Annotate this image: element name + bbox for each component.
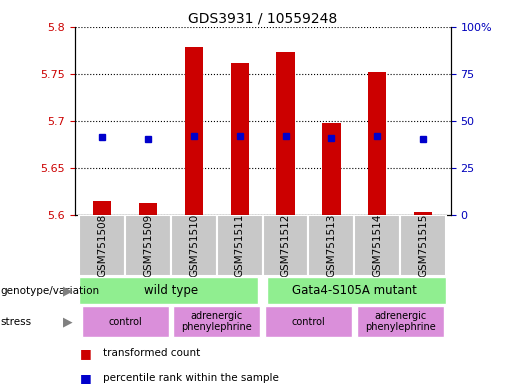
Text: GSM751512: GSM751512 (281, 214, 290, 278)
Bar (277, 52, 295, 215)
Text: adrenergic
phenylephrine: adrenergic phenylephrine (181, 311, 252, 333)
Bar (414, 212, 432, 215)
Text: GSM751513: GSM751513 (327, 214, 336, 278)
Bar (322, 123, 340, 215)
Text: GSM751509: GSM751509 (143, 214, 153, 277)
Bar (368, 72, 386, 215)
Text: ▶: ▶ (62, 285, 72, 297)
Text: stress: stress (0, 316, 31, 327)
FancyBboxPatch shape (308, 215, 354, 276)
Text: adrenergic
phenylephrine: adrenergic phenylephrine (365, 311, 436, 333)
FancyBboxPatch shape (79, 215, 125, 276)
Text: Gata4-S105A mutant: Gata4-S105A mutant (292, 285, 417, 297)
Text: GSM751508: GSM751508 (97, 214, 107, 277)
FancyBboxPatch shape (263, 215, 308, 276)
Text: GSM751511: GSM751511 (235, 214, 245, 278)
Title: GDS3931 / 10559248: GDS3931 / 10559248 (188, 12, 337, 26)
FancyBboxPatch shape (356, 306, 444, 337)
FancyBboxPatch shape (265, 306, 352, 337)
FancyBboxPatch shape (79, 277, 258, 305)
Text: ■: ■ (80, 372, 92, 384)
FancyBboxPatch shape (217, 215, 263, 276)
Text: control: control (108, 316, 142, 327)
FancyBboxPatch shape (354, 215, 400, 276)
Text: GSM751510: GSM751510 (189, 214, 199, 277)
FancyBboxPatch shape (173, 306, 261, 337)
Bar (185, 46, 203, 215)
Text: genotype/variation: genotype/variation (0, 286, 99, 296)
FancyBboxPatch shape (125, 215, 171, 276)
FancyBboxPatch shape (267, 277, 446, 305)
Text: ■: ■ (80, 347, 92, 360)
Bar (139, 203, 157, 215)
Text: GSM751515: GSM751515 (418, 214, 428, 278)
FancyBboxPatch shape (81, 306, 169, 337)
Text: wild type: wild type (144, 285, 198, 297)
Text: transformed count: transformed count (103, 348, 200, 358)
Bar (231, 63, 249, 215)
Text: ▶: ▶ (62, 315, 72, 328)
Text: GSM751514: GSM751514 (372, 214, 382, 278)
Bar (93, 201, 111, 215)
Text: percentile rank within the sample: percentile rank within the sample (103, 373, 279, 383)
Text: control: control (291, 316, 325, 327)
FancyBboxPatch shape (400, 215, 446, 276)
FancyBboxPatch shape (171, 215, 217, 276)
